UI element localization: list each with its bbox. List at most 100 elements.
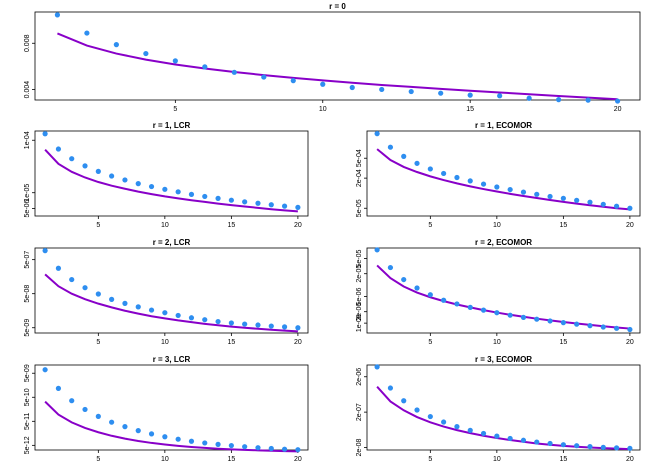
data-point [261,74,267,80]
data-point [401,398,407,404]
data-point [84,30,90,36]
data-point [255,200,261,206]
y-tick-label: 2e-06 [356,368,363,386]
x-tick-label: 15 [227,339,235,346]
data-point [162,186,168,192]
data-point [494,184,500,190]
data-point [387,264,394,271]
data-point [69,398,75,404]
data-point [454,301,460,307]
data-point [467,92,473,98]
data-point [135,428,141,434]
data-point [534,191,540,197]
data-point [349,84,355,91]
x-tick-label: 10 [493,456,501,463]
data-point [175,436,181,442]
data-point [188,315,195,321]
x-tick-label: 20 [626,339,634,346]
data-point [255,445,261,451]
data-point [467,178,473,184]
data-point [585,97,591,103]
data-point [172,58,178,64]
y-tick-label: 5e-09 [24,364,31,382]
data-point [494,310,500,316]
data-point [556,97,562,103]
data-point [379,86,385,93]
data-point [82,285,88,291]
model-curve [44,400,298,453]
data-point [42,131,48,137]
data-point [427,413,433,420]
data-point [295,447,301,453]
x-tick-label: 5 [428,222,432,229]
data-point [268,202,274,208]
x-tick-label: 20 [626,222,634,229]
chart-panel-5: r = 3, LCR 5 10 15 20 5e-09 5e-10 5e-11 5e-12 [24,355,309,463]
data-point [143,50,149,57]
data-point [454,424,460,430]
data-point [480,307,487,313]
x-tick-label: 5 [428,456,432,463]
y-tick-label: 5e-06 [356,288,363,306]
data-point [295,204,301,210]
y-tick-label: 2e-07 [356,403,363,421]
panel-title: r = 3, ECOMOR [475,355,532,364]
x-tick-label: 5 [96,222,100,229]
x-tick-label: 10 [493,339,501,346]
data-point [122,424,128,430]
data-point [387,385,394,391]
data-point [82,163,88,169]
model-curve [376,385,630,451]
data-point [574,321,580,327]
plot-frame [366,247,641,334]
data-point [507,435,513,442]
data-point [560,195,566,201]
panel-title: r = 1, LCR [153,121,191,130]
data-point [54,12,61,18]
data-point [281,446,288,452]
data-point [613,203,620,209]
y-tick-label: 5e-11 [24,413,31,430]
y-tick-label: 5e-05 [356,199,363,217]
y-tick-label: 5e-05 [356,250,363,268]
data-point [520,437,527,443]
data-point [574,443,580,449]
y-tick-label: 5e-10 [24,388,31,406]
data-point [600,201,606,207]
data-point [162,310,168,316]
x-tick-label: 20 [294,456,302,463]
data-point [202,193,208,200]
data-point [55,146,62,152]
data-point [148,183,155,190]
x-tick-label: 10 [161,456,169,463]
data-point [109,296,115,302]
data-point [438,90,444,96]
data-point [113,42,119,48]
data-point [215,441,221,447]
x-tick-label: 20 [626,456,634,463]
plot-frame [34,247,309,334]
data-point [242,444,248,450]
data-point [408,88,414,95]
data-point [401,276,407,283]
data-point [587,323,593,329]
chart-panel-3: r = 2, LCR 5 10 15 20 5e-07 5e-08 5e-09 [24,238,309,346]
data-point [534,439,540,445]
x-tick-label: 15 [559,456,567,463]
data-point [574,197,580,203]
data-point [215,195,221,201]
x-tick-label: 20 [294,339,302,346]
data-point [467,427,473,433]
data-point [255,322,261,328]
data-point [374,247,380,253]
x-tick-label: 15 [559,339,567,346]
x-tick-label: 5 [173,106,177,113]
y-tick-label: 5e-08 [24,285,31,303]
data-point [600,444,606,450]
data-point [242,199,248,205]
x-tick-label: 15 [227,456,235,463]
y-tick-label: 5e-07 [24,251,31,269]
data-point [374,364,380,370]
data-point [467,304,473,310]
